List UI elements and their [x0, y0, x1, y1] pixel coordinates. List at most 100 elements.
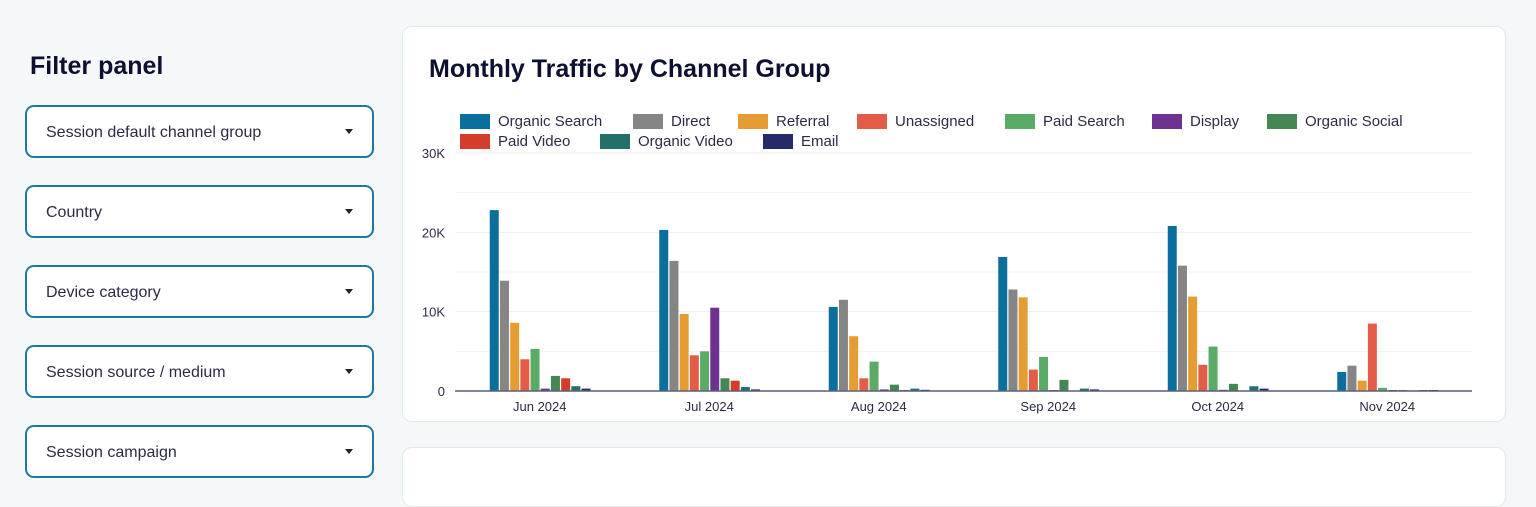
bar [1208, 346, 1218, 391]
bar [1090, 389, 1100, 391]
legend-label: Organic Search [498, 113, 603, 130]
chevron-down-icon [345, 209, 353, 214]
bar [489, 210, 499, 391]
legend-item[interactable]: Direct [633, 113, 710, 130]
filter-label: Device category [46, 284, 161, 301]
legend-swatch [460, 114, 490, 129]
legend-item[interactable]: Organic Video [600, 133, 733, 150]
legend-swatch [1005, 114, 1035, 129]
bar [499, 280, 509, 391]
filter-dropdown-country[interactable]: Country [25, 185, 374, 238]
legend-item[interactable]: Organic Search [460, 113, 602, 130]
x-tick-label: Jul 2024 [685, 399, 734, 414]
bar [1188, 296, 1198, 391]
chevron-down-icon [345, 289, 353, 294]
x-tick-label: Aug 2024 [851, 399, 907, 414]
bar [1249, 386, 1259, 391]
legend-label: Organic Social [1305, 113, 1403, 130]
bar [1059, 379, 1069, 391]
legend-label: Referral [776, 113, 830, 130]
legend-item[interactable]: Display [1152, 113, 1239, 130]
legend-item[interactable]: Referral [738, 113, 829, 130]
bar [1347, 365, 1357, 391]
bar [1357, 380, 1367, 391]
legend-item[interactable]: Organic Social [1267, 113, 1403, 130]
filter-dropdown-session-campaign[interactable]: Session campaign [25, 425, 374, 478]
bar [1079, 388, 1089, 391]
bar [1198, 364, 1208, 391]
bar [1259, 388, 1269, 391]
bar [520, 359, 530, 391]
x-tick-label: Jun 2024 [513, 399, 567, 414]
y-tick-label: 30K [422, 146, 445, 161]
bar [889, 384, 899, 391]
bar [540, 388, 550, 391]
bar [1177, 265, 1187, 391]
bar [838, 299, 848, 391]
bar [740, 387, 750, 391]
legend-item[interactable]: Email [763, 133, 839, 150]
legend-label: Email [801, 133, 839, 150]
bar [581, 388, 591, 391]
y-tick-label: 0 [438, 384, 445, 399]
bar [859, 378, 869, 391]
filter-dropdown-device-category[interactable]: Device category [25, 265, 374, 318]
bar [530, 348, 540, 391]
bar [1028, 369, 1038, 391]
bar [1337, 371, 1347, 391]
bar [879, 389, 889, 391]
bar [659, 229, 669, 391]
bar [561, 378, 571, 391]
legend-label: Display [1190, 113, 1240, 130]
legend-label: Paid Video [498, 133, 571, 150]
bar [849, 336, 859, 391]
bar [510, 322, 520, 391]
legend-label: Direct [671, 113, 711, 130]
filter-dropdown-session-source-medium[interactable]: Session source / medium [25, 345, 374, 398]
bar [679, 314, 689, 391]
chart-card: Monthly Traffic by Channel Group Organic… [402, 26, 1506, 422]
y-tick-label: 10K [422, 305, 445, 320]
bar [1367, 323, 1377, 391]
chevron-down-icon [345, 449, 353, 454]
filter-panel-title: Filter panel [30, 52, 164, 80]
filter-dropdown-session-default-channel-group[interactable]: Session default channel group [25, 105, 374, 158]
x-tick-label: Sep 2024 [1020, 399, 1076, 414]
filter-label: Session source / medium [46, 364, 226, 381]
bar [720, 378, 730, 391]
legend-item[interactable]: Unassigned [857, 113, 974, 130]
bar [1008, 289, 1018, 391]
bar [669, 260, 679, 391]
chevron-down-icon [345, 369, 353, 374]
legend-label: Paid Search [1043, 113, 1125, 130]
bar [571, 386, 581, 391]
bar [828, 306, 838, 391]
legend-item[interactable]: Paid Video [460, 133, 570, 150]
bar [1039, 356, 1049, 391]
chart-title: Monthly Traffic by Channel Group [429, 55, 831, 83]
bar-chart: 0 10K 20K 30K Jun 2024 Jul 2024 Aug 2024 Sep 20… [422, 146, 1472, 414]
second-card [402, 447, 1506, 507]
filter-label: Country [46, 204, 103, 221]
filter-label: Session campaign [46, 444, 177, 461]
bar [550, 375, 560, 391]
bar [910, 388, 920, 391]
legend-swatch [738, 114, 768, 129]
legend-swatch [857, 114, 887, 129]
filter-label: Session default channel group [46, 124, 262, 141]
legend-label: Organic Video [638, 133, 733, 150]
bar [998, 256, 1008, 391]
legend-swatch [763, 134, 793, 149]
bar [869, 361, 879, 391]
legend-item[interactable]: Paid Search [1005, 113, 1125, 130]
legend-swatch [460, 134, 490, 149]
y-tick-label: 20K [422, 225, 445, 240]
bar [730, 380, 740, 391]
bar [710, 307, 720, 391]
bar [689, 355, 699, 391]
bar [1018, 297, 1028, 391]
legend-swatch [633, 114, 663, 129]
bar [700, 351, 710, 391]
bar [1167, 225, 1177, 391]
bar [751, 389, 761, 391]
